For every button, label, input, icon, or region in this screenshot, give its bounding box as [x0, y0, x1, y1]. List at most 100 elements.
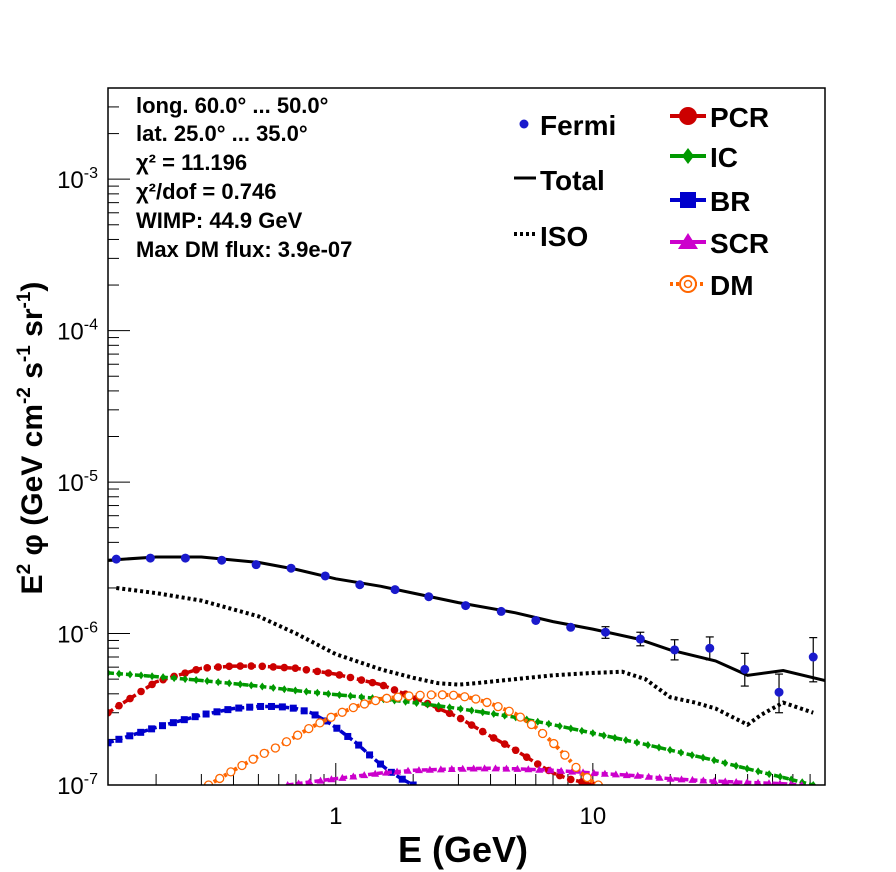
- fermi-marker: [808, 652, 818, 662]
- series-dm-marker: [593, 780, 603, 785]
- series-ic-marker: [149, 672, 156, 681]
- series-ic-marker: [622, 736, 629, 745]
- legend-ic-marker: [682, 148, 694, 164]
- legend-pcr: PCR: [670, 102, 769, 133]
- legend-iso: ISO: [514, 221, 588, 252]
- series-br-marker: [169, 719, 177, 727]
- fermi-marker: [286, 563, 296, 573]
- series-dm-marker: [515, 712, 525, 722]
- y-axis-title: E2 φ (GeV cm-2 s-1 sr-1): [14, 282, 49, 595]
- fermi-marker: [145, 553, 155, 563]
- series-dm-marker: [437, 690, 448, 700]
- series-ic-marker: [358, 693, 365, 702]
- series-dm-marker: [382, 693, 392, 703]
- series-ic-marker: [534, 717, 541, 726]
- series-ic-marker: [160, 673, 167, 682]
- y-tick-label: 10-6: [57, 620, 98, 649]
- series-ic-marker: [777, 772, 784, 781]
- series-ic-marker: [755, 767, 762, 776]
- series-ic-marker: [468, 706, 475, 715]
- series-br-marker: [246, 703, 254, 711]
- series-ic-marker: [303, 687, 310, 696]
- series-dm-marker: [571, 762, 581, 773]
- y-tick-label: 10-4: [57, 317, 98, 346]
- series-pcr-marker: [500, 740, 509, 748]
- info-wimp: WIMP: 44.9 GeV: [136, 208, 303, 233]
- series-dm-marker: [482, 697, 492, 708]
- fermi-point: [808, 637, 818, 683]
- fermi-point: [635, 631, 645, 647]
- series-dm-marker: [404, 691, 414, 701]
- series-br-marker: [115, 735, 123, 743]
- fermi-marker: [496, 606, 506, 616]
- series-ic-marker: [270, 683, 277, 692]
- series-dm-marker: [226, 767, 236, 777]
- series-scr: [285, 764, 805, 785]
- series-ic-marker: [204, 677, 211, 686]
- fermi-marker: [566, 622, 576, 632]
- series-dm-marker: [393, 692, 403, 702]
- series-scr-marker: [295, 779, 302, 785]
- series-pcr-marker: [456, 714, 465, 723]
- series-pcr-marker: [489, 734, 498, 742]
- legend-pcr-marker: [679, 107, 697, 125]
- series-ic-line: [108, 671, 814, 785]
- series-scr-marker: [754, 778, 762, 785]
- series-scr-line: [287, 766, 802, 785]
- series-scr-marker: [688, 775, 697, 783]
- fermi-point: [180, 553, 190, 563]
- fermi-point: [320, 571, 330, 581]
- series-ic-marker: [788, 775, 795, 784]
- info-max-dm-flux: Max DM flux: 3.9e-07: [136, 237, 352, 262]
- series-dm-marker: [504, 706, 514, 716]
- series-ic-marker: [633, 738, 640, 747]
- series-pcr-marker: [357, 676, 366, 684]
- fermi-marker: [774, 687, 784, 697]
- series-scr-marker: [447, 764, 456, 772]
- series-pcr-marker: [115, 701, 123, 710]
- series-pcr-marker: [379, 681, 388, 690]
- fermi-marker: [355, 580, 365, 590]
- series-pcr-marker: [467, 721, 476, 729]
- series-ic-marker: [116, 669, 123, 678]
- series-pcr-marker: [533, 760, 542, 768]
- series-pcr-marker: [522, 753, 531, 761]
- series-br-marker: [202, 710, 210, 718]
- series-dm-marker: [537, 728, 548, 739]
- series-ic-marker: [711, 756, 718, 765]
- fermi-marker: [600, 627, 610, 637]
- legend-dm-marker-inner: [683, 279, 693, 289]
- series-ic-marker: [292, 686, 299, 695]
- series-scr-marker: [371, 769, 380, 777]
- legend-dm-marker: [679, 275, 697, 293]
- legend-scr-marker: [678, 233, 698, 249]
- fermi-marker: [740, 664, 750, 674]
- series-ic-marker: [127, 670, 134, 679]
- series-scr-marker: [480, 764, 489, 772]
- series-scr-marker: [677, 775, 686, 783]
- series-scr-marker: [710, 777, 719, 785]
- series-scr-marker: [633, 771, 642, 779]
- series-ic-marker: [766, 770, 773, 779]
- series-pcr-marker: [214, 663, 222, 671]
- series-br-marker: [300, 707, 308, 715]
- series-dm-marker: [359, 699, 370, 709]
- series-br-marker: [158, 722, 166, 730]
- fermi-marker: [424, 592, 434, 602]
- series-dm-marker: [460, 692, 470, 702]
- fermi-point: [705, 636, 715, 661]
- series-scr-marker: [622, 771, 631, 779]
- series-dm-marker: [582, 772, 592, 783]
- fermi-marker: [531, 615, 541, 625]
- series-ic: [108, 668, 817, 785]
- series-scr-marker: [393, 767, 402, 775]
- series-ic-marker: [545, 719, 552, 728]
- series-pcr-marker: [324, 669, 333, 677]
- series-pcr-marker: [567, 775, 575, 784]
- series-ic-marker: [446, 703, 453, 712]
- legend-pcr-label: PCR: [710, 102, 769, 133]
- fermi-point: [217, 555, 227, 565]
- legend-total: Total: [514, 165, 605, 196]
- legend-fermi: Fermi: [519, 110, 616, 141]
- series-ic-marker: [722, 759, 729, 768]
